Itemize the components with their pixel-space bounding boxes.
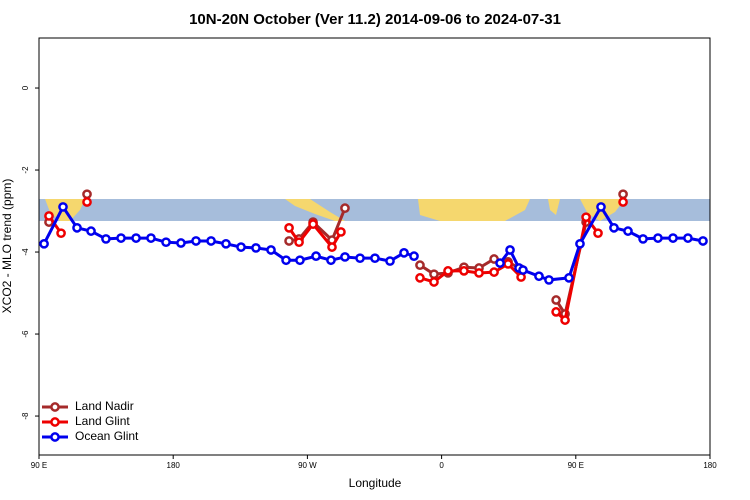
data-point xyxy=(281,255,291,266)
legend-marker xyxy=(50,432,60,442)
data-point xyxy=(581,212,591,223)
data-point xyxy=(560,315,570,325)
data-point xyxy=(327,242,337,252)
data-point xyxy=(221,238,231,249)
legend-label: Ocean Glint xyxy=(75,429,139,443)
data-point xyxy=(131,233,141,243)
data-point xyxy=(206,236,216,246)
x-tick-label: 180 xyxy=(167,461,181,470)
chart-title: 10N-20N October (Ver 11.2) 2014-09-06 to… xyxy=(189,11,561,28)
data-point xyxy=(340,252,350,262)
data-point xyxy=(336,227,346,237)
data-point xyxy=(409,251,419,261)
data-point xyxy=(683,233,693,243)
data-point xyxy=(370,253,380,264)
data-point xyxy=(593,228,603,239)
data-point xyxy=(82,197,92,207)
data-point xyxy=(39,238,49,249)
x-tick-label: 90 E xyxy=(31,461,47,470)
data-point xyxy=(236,242,246,252)
data-point xyxy=(618,197,628,207)
y-tick-label: -6 xyxy=(21,330,30,338)
x-axis-label: Longitude xyxy=(349,476,402,490)
data-point xyxy=(44,211,54,221)
data-point xyxy=(544,275,554,285)
data-point xyxy=(698,236,708,246)
legend-label: Land Glint xyxy=(75,414,130,428)
plot-frame xyxy=(38,37,711,456)
data-point xyxy=(308,219,318,230)
x-tick-label: 90 W xyxy=(298,461,317,470)
data-point xyxy=(56,228,66,239)
data-point xyxy=(266,245,276,255)
data-point xyxy=(495,258,505,268)
legend-marker xyxy=(50,402,60,412)
data-point xyxy=(284,236,294,246)
data-point xyxy=(176,238,186,248)
data-point xyxy=(505,245,515,255)
data-point xyxy=(415,273,425,283)
data-point xyxy=(638,234,648,244)
data-point xyxy=(415,260,425,271)
data-point xyxy=(311,251,321,261)
data-point xyxy=(534,271,544,282)
map-strip xyxy=(39,199,710,221)
data-point xyxy=(551,295,561,305)
data-point xyxy=(340,203,350,214)
data-point xyxy=(58,202,68,212)
data-point xyxy=(575,238,585,249)
data-point xyxy=(429,277,439,287)
data-point xyxy=(251,243,261,253)
data-point xyxy=(668,233,678,243)
data-point xyxy=(295,255,305,266)
data-point xyxy=(618,189,628,200)
x-tick-label: 90 E xyxy=(568,461,584,470)
legend-marker xyxy=(50,417,60,427)
data-point xyxy=(474,268,484,278)
data-point xyxy=(623,226,633,236)
legend-label: Land Nadir xyxy=(75,399,134,413)
data-point xyxy=(284,222,294,233)
y-axis-label: XCO2 - MLO trend (ppm) xyxy=(0,179,14,314)
x-tick-label: 0 xyxy=(439,461,444,470)
data-point xyxy=(609,222,619,233)
data-point xyxy=(161,237,171,248)
y-tick-label: -2 xyxy=(21,166,30,174)
data-point xyxy=(355,253,365,264)
x-tick-label: 180 xyxy=(703,461,717,470)
data-point xyxy=(326,255,336,266)
data-point xyxy=(86,226,96,236)
data-point xyxy=(294,237,304,248)
y-tick-label: -4 xyxy=(21,248,30,256)
data-point xyxy=(503,259,513,269)
data-point xyxy=(116,233,126,243)
data-point xyxy=(191,236,201,246)
data-point xyxy=(443,266,453,276)
data-point xyxy=(82,189,92,200)
data-point xyxy=(101,234,111,244)
data-point xyxy=(518,265,528,275)
data-point xyxy=(551,307,561,317)
data-point xyxy=(385,256,395,266)
data-point xyxy=(653,233,663,243)
y-tick-label: -8 xyxy=(21,412,30,420)
data-point xyxy=(429,269,439,280)
data-point xyxy=(459,266,469,276)
data-point xyxy=(596,202,606,212)
data-point xyxy=(399,248,409,258)
data-point xyxy=(72,222,82,233)
data-point xyxy=(564,273,574,283)
data-point xyxy=(146,233,156,243)
data-point xyxy=(489,267,499,277)
y-tick-label: 0 xyxy=(21,85,30,90)
